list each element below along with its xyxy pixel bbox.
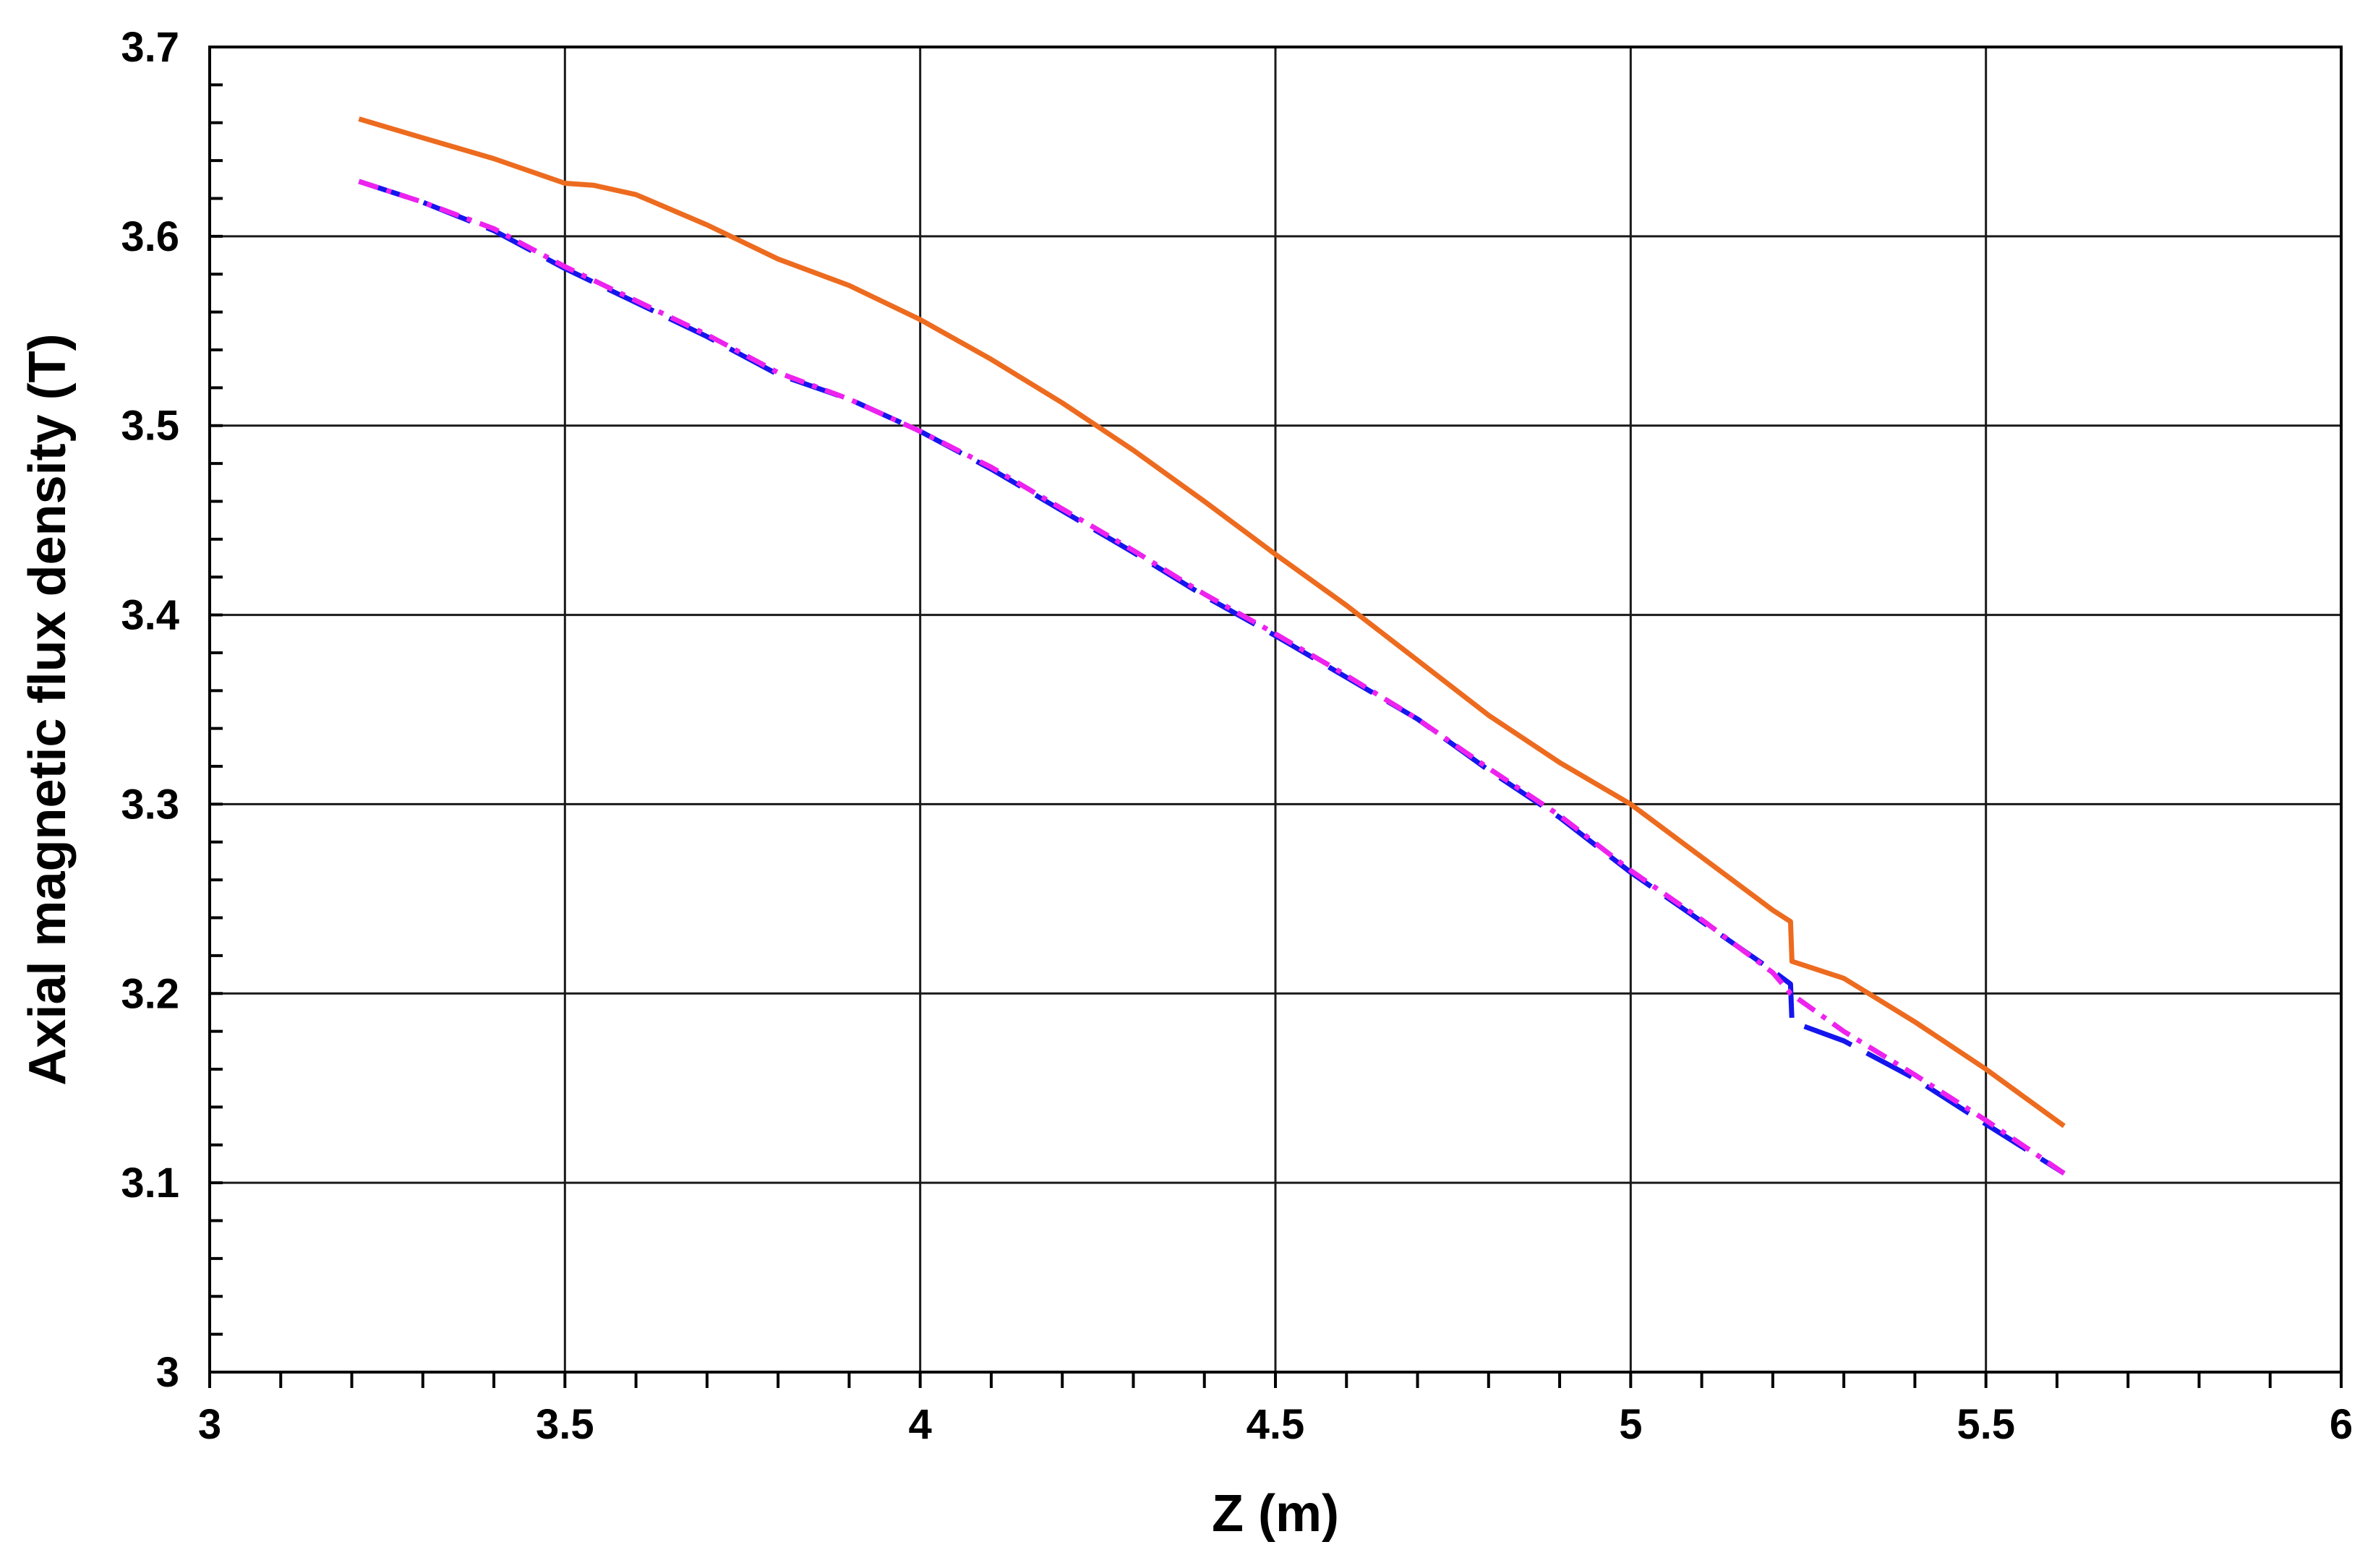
y-tick-label: 3.4	[121, 592, 179, 639]
y-tick-label: 3.7	[121, 24, 179, 71]
x-tick-labels: 3 3.5 4 4.5 5 5.5 6	[198, 1401, 2353, 1448]
series-1-line	[358, 116, 2066, 1128]
x-tick-label: 3	[198, 1401, 221, 1448]
x-tick-label: 3.5	[536, 1401, 594, 1448]
x-tick-label: 6	[2330, 1401, 2353, 1448]
plot-frame	[208, 46, 2343, 1374]
series-lines	[358, 116, 2066, 1176]
y-tick-label: 3.3	[121, 781, 179, 828]
x-axis-title: Z (m)	[1212, 1485, 1339, 1543]
y-tick-label: 3.6	[121, 213, 179, 260]
x-tick-label: 5	[1619, 1401, 1642, 1448]
grid	[208, 46, 2343, 1374]
x-tick-label: 5.5	[1957, 1401, 2015, 1448]
y-tick-labels: 3 3.1 3.2 3.3 3.4 3.5 3.6 3.7	[121, 24, 179, 1396]
y-tick-label: 3.1	[121, 1160, 179, 1207]
y-tick-label: 3	[156, 1349, 179, 1396]
series-3-line	[358, 179, 2066, 1175]
x-tick-label: 4.5	[1247, 1401, 1305, 1448]
y-axis-title: Axial magnetic flux density (T)	[19, 333, 77, 1085]
y-tick-label: 3.2	[121, 970, 179, 1017]
y-tick-label: 3.5	[121, 403, 179, 450]
x-tick-label: 4	[909, 1401, 932, 1448]
